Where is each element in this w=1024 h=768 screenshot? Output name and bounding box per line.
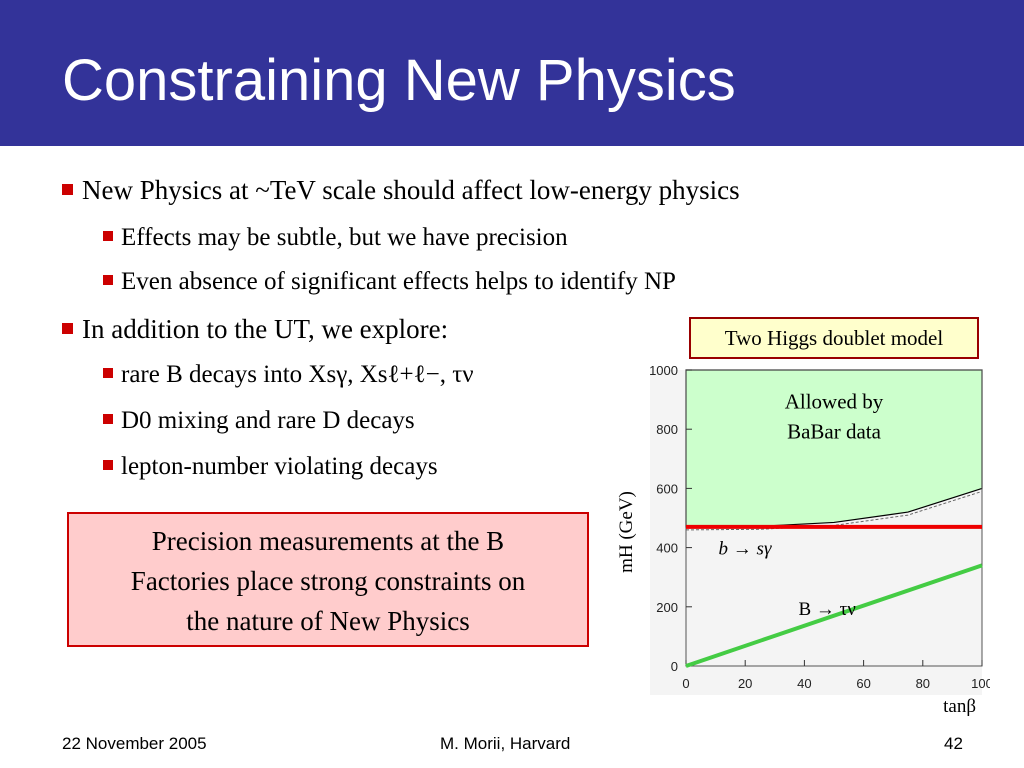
callout-line-3: the nature of New Physics bbox=[186, 606, 470, 636]
bullet-square-icon bbox=[103, 368, 113, 379]
bullet-square-icon bbox=[62, 323, 73, 335]
allowed-region-label-line1: Allowed by bbox=[785, 389, 884, 413]
bullet-square-icon bbox=[103, 231, 113, 242]
plot-frame bbox=[685, 369, 983, 667]
bullet-1-2-text: Even absence of significant effects help… bbox=[121, 268, 676, 295]
y-tick-label: 600 bbox=[656, 481, 678, 496]
y-tick-label: 800 bbox=[656, 422, 678, 437]
footer-page-number: 42 bbox=[944, 734, 963, 753]
y-tick-label: 1000 bbox=[649, 363, 678, 378]
bullet-square-icon bbox=[62, 184, 73, 196]
model-label: Two Higgs doublet model bbox=[724, 326, 944, 350]
slide-title: Constraining New Physics bbox=[62, 48, 736, 113]
x-tick-label: 80 bbox=[916, 676, 930, 691]
y-tick-label: 0 bbox=[671, 659, 678, 674]
footer-author: M. Morii, Harvard bbox=[440, 734, 571, 753]
series-label-bsgamma: b → sγ bbox=[719, 539, 772, 560]
allowed-region-label-line2: BaBar data bbox=[787, 419, 882, 443]
footer-date: 22 November 2005 bbox=[62, 734, 207, 753]
bullet-square-icon bbox=[103, 460, 113, 471]
bullet-2: In addition to the UT, we explore: bbox=[62, 316, 448, 343]
x-tick-label: 20 bbox=[738, 676, 752, 691]
model-label-box: Two Higgs doublet model bbox=[689, 317, 979, 359]
series-label-btaunu: B → τν bbox=[798, 599, 856, 620]
bullet-1: New Physics at ~TeV scale should affect … bbox=[62, 177, 740, 204]
bullet-2-text: In addition to the UT, we explore: bbox=[82, 314, 449, 344]
x-tick-label: 60 bbox=[856, 676, 870, 691]
y-tick-label: 400 bbox=[656, 541, 678, 556]
bullet-2-3-text: lepton-number violating decays bbox=[121, 453, 438, 480]
bullet-2-2-text: D0 mixing and rare D decays bbox=[121, 407, 415, 434]
y-axis-label: mH (GeV) bbox=[616, 491, 637, 573]
bullet-2-1: rare B decays into Xsγ, Xsℓ+ℓ−, τν bbox=[103, 362, 474, 387]
callout-line-2: Factories place strong constraints on bbox=[130, 566, 526, 596]
precision-callout: Precision measurements at the B Factorie… bbox=[67, 512, 589, 647]
bullet-1-1: Effects may be subtle, but we have preci… bbox=[103, 225, 568, 250]
bullet-square-icon bbox=[103, 275, 113, 286]
bullet-2-3: lepton-number violating decays bbox=[103, 454, 438, 479]
x-tick-label: 100 bbox=[971, 676, 990, 691]
bullet-1-text: New Physics at ~TeV scale should affect … bbox=[82, 175, 740, 205]
x-axis-label: tanβ bbox=[943, 696, 976, 717]
x-tick-label: 0 bbox=[682, 676, 689, 691]
x-tick-label: 40 bbox=[797, 676, 811, 691]
bullet-1-1-text: Effects may be subtle, but we have preci… bbox=[121, 224, 568, 251]
y-tick-label: 200 bbox=[656, 600, 678, 615]
bullet-2-2: D0 mixing and rare D decays bbox=[103, 408, 415, 433]
bullet-1-2: Even absence of significant effects help… bbox=[103, 269, 676, 294]
bullet-2-1-text: rare B decays into Xsγ, Xsℓ+ℓ−, τν bbox=[121, 361, 474, 388]
bullet-square-icon bbox=[103, 414, 113, 425]
title-bar: Constraining New Physics bbox=[0, 0, 1024, 146]
series-line-1 bbox=[685, 563, 983, 668]
callout-line-1: Precision measurements at the B bbox=[151, 526, 505, 556]
